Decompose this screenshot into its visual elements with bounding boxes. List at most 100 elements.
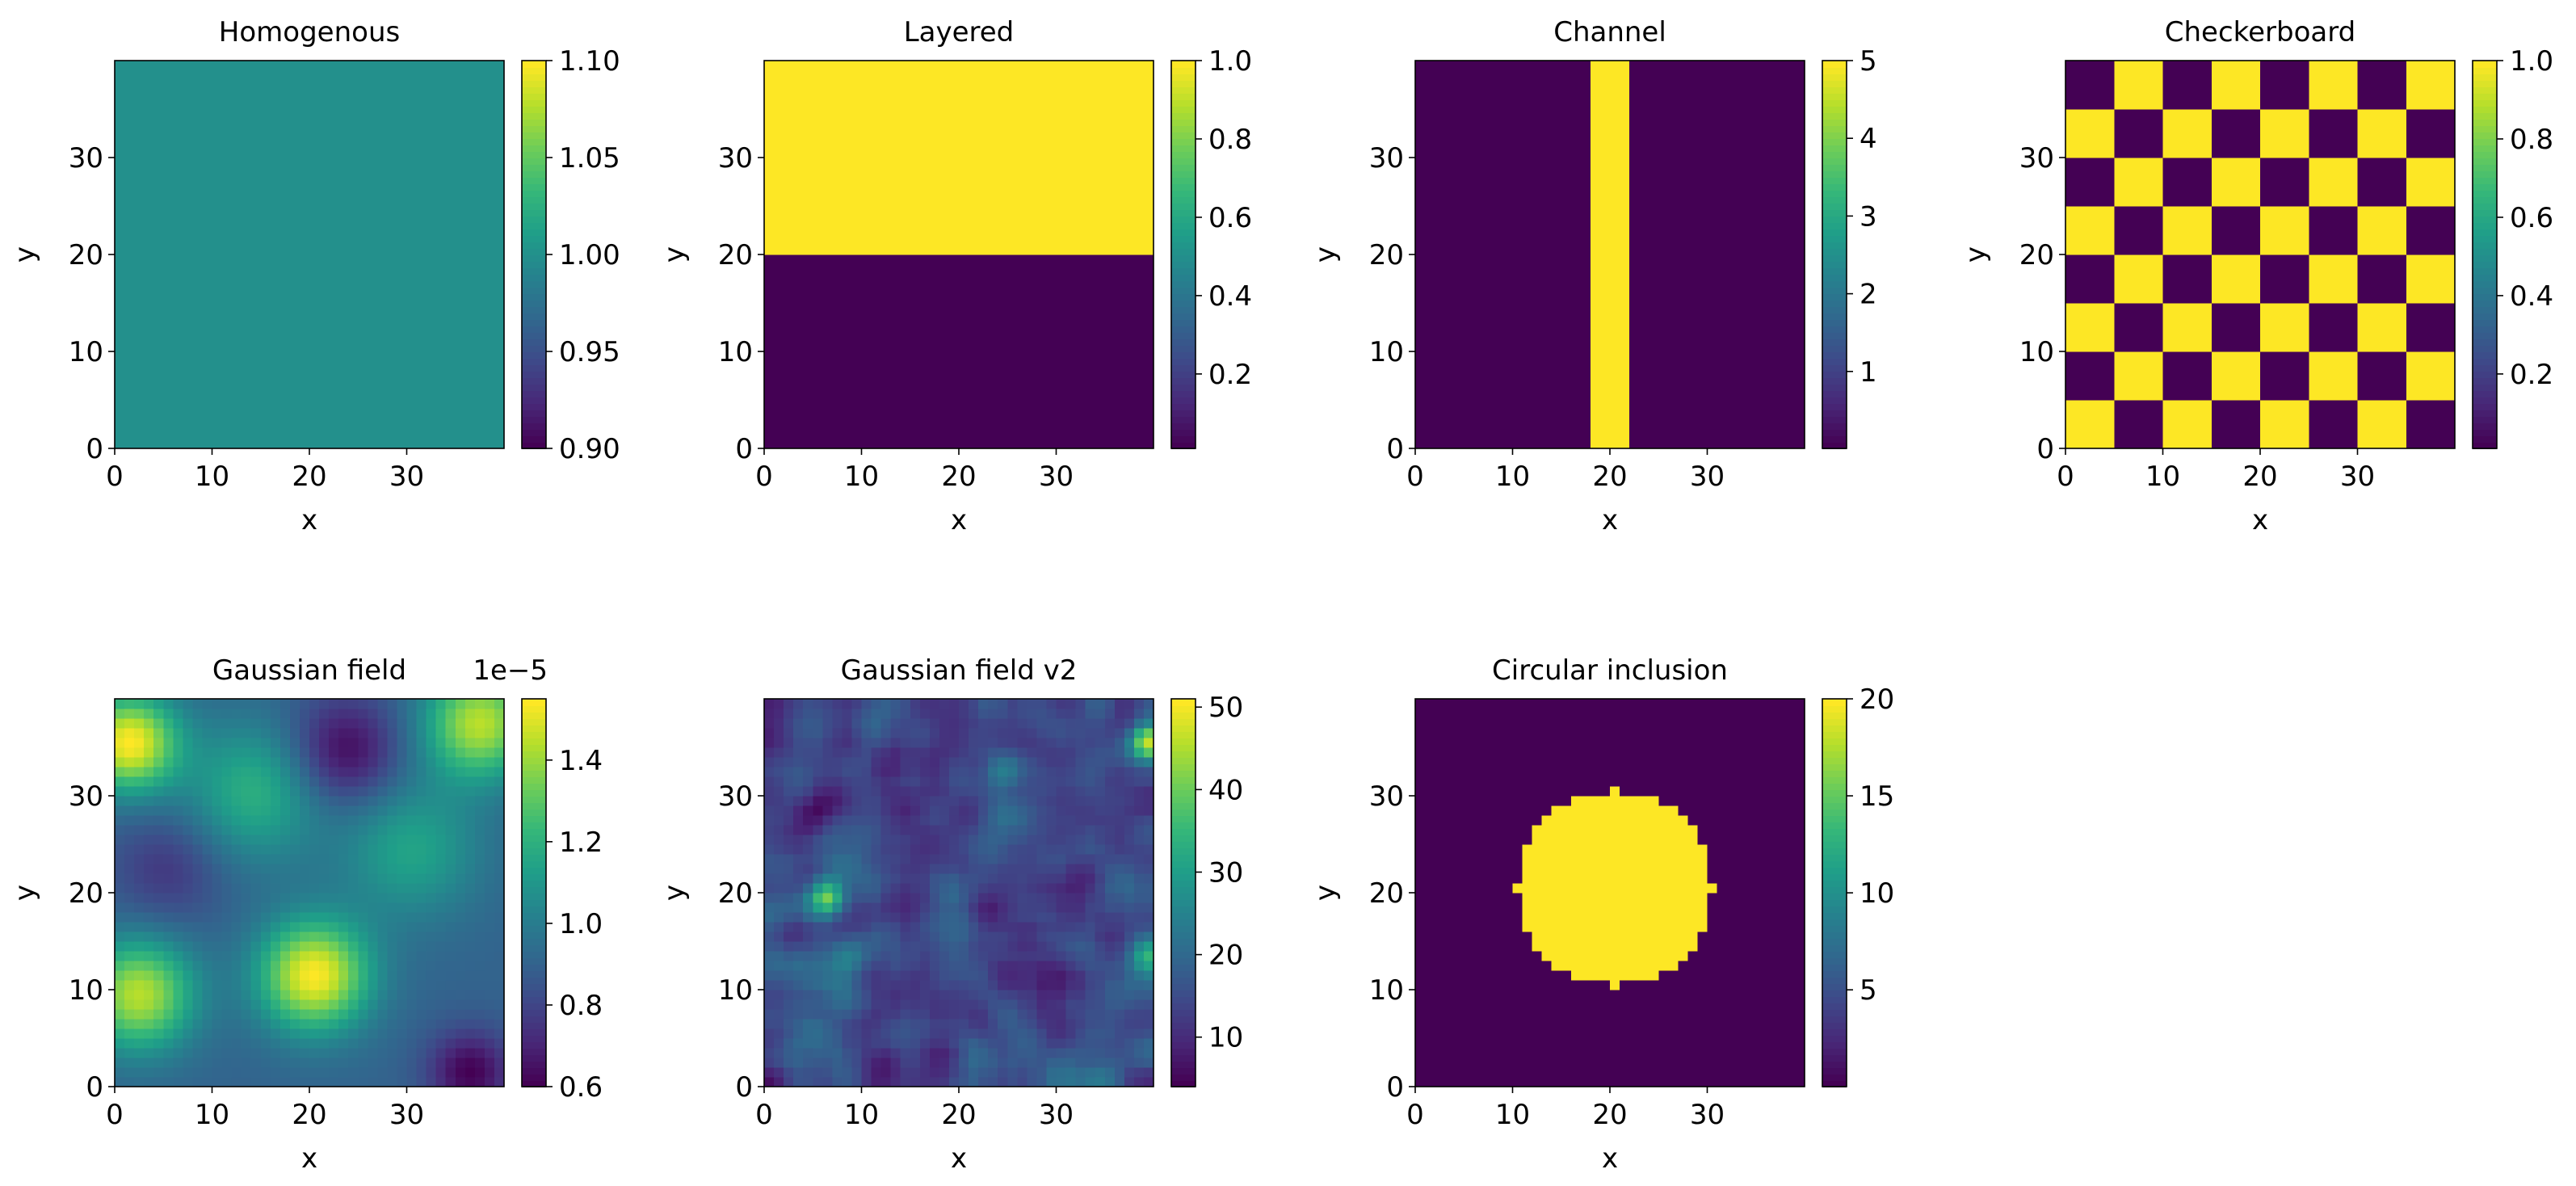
heatmap-cell (1726, 371, 1738, 381)
heatmap-cell (2328, 90, 2339, 100)
heatmap-cell (1143, 390, 1154, 401)
heatmap-cell (2338, 429, 2349, 439)
heatmap-cell (948, 158, 960, 168)
heatmap-cell (1007, 429, 1018, 439)
heatmap-cell (1085, 400, 1096, 410)
heatmap-cell (2309, 332, 2319, 343)
heatmap-cell (851, 342, 863, 352)
heatmap-cell (1104, 264, 1116, 275)
heatmap-cell (1541, 128, 1553, 139)
heatmap-cell (2153, 177, 2164, 187)
heatmap-cell (2309, 303, 2319, 313)
heatmap-cell (1435, 119, 1445, 129)
heatmap-cell (959, 138, 969, 149)
heatmap-cell (2357, 225, 2368, 236)
heatmap-cell (2172, 332, 2183, 343)
heatmap-cell (1707, 322, 1718, 333)
colorbar-segment (1171, 410, 1196, 417)
heatmap-cell (2280, 158, 2290, 168)
heatmap-cell (1697, 303, 1708, 313)
heatmap-cell (1746, 400, 1757, 410)
heatmap-cell (910, 177, 921, 187)
heatmap-cell (1027, 371, 1037, 381)
heatmap-cell (1415, 70, 1426, 81)
colorbar-segment (1822, 403, 1847, 410)
heatmap-cell (764, 390, 775, 401)
heatmap-cell (2338, 254, 2349, 265)
heatmap-cell (929, 400, 940, 410)
heatmap-cell (2162, 167, 2174, 178)
heatmap-cell (1629, 390, 1640, 401)
heatmap-cell (1717, 351, 1728, 362)
heatmap-cell (1065, 361, 1077, 372)
heatmap-cell (2201, 109, 2213, 120)
heatmap-cell (774, 332, 784, 343)
heatmap-cell (1075, 400, 1086, 410)
heatmap-cell (910, 303, 921, 313)
heatmap-cell (2328, 381, 2339, 391)
heatmap-cell (1056, 99, 1067, 110)
heatmap-cell (2435, 400, 2446, 410)
heatmap-cell (978, 264, 989, 275)
heatmap-cell (2124, 293, 2134, 304)
heatmap-cell (2435, 361, 2446, 372)
heatmap-cell (764, 128, 775, 139)
heatmap-cell (1425, 225, 1435, 236)
heatmap-cell (813, 61, 823, 71)
heatmap-cell (2211, 264, 2222, 275)
heatmap-cell (1639, 381, 1649, 391)
heatmap-cell (2396, 303, 2407, 313)
heatmap-cell (2357, 371, 2368, 381)
heatmap-cell (2065, 138, 2076, 149)
heatmap-cell (1649, 148, 1659, 158)
heatmap-cell (2230, 167, 2242, 178)
heatmap-cell (1124, 119, 1135, 129)
heatmap-cell (910, 235, 921, 246)
heatmap-cell (1027, 187, 1037, 197)
heatmap-cell (1502, 187, 1514, 197)
heatmap-cell (1502, 90, 1514, 100)
heatmap-cell (939, 390, 950, 401)
heatmap-cell (2328, 119, 2339, 129)
colorbar-tick-label: 5 (1860, 45, 1877, 78)
heatmap-cell (969, 293, 979, 304)
heatmap-cell (1502, 225, 1514, 236)
heatmap-cell (1541, 381, 1553, 391)
heatmap-cell (1075, 293, 1086, 304)
heatmap-cell (1007, 109, 1018, 120)
heatmap-cell (1493, 148, 1504, 158)
heatmap-cell (803, 293, 813, 304)
heatmap-cell (2444, 351, 2456, 362)
heatmap-cell (1726, 381, 1738, 391)
heatmap-cell (1775, 351, 1786, 362)
heatmap-cell (2338, 274, 2349, 284)
heatmap-cell (1532, 303, 1543, 313)
heatmap-cell (2435, 313, 2446, 323)
heatmap-cell (929, 342, 940, 352)
colorbar-segment (1822, 332, 1847, 339)
heatmap-cell (813, 303, 823, 313)
heatmap-cell (2367, 332, 2378, 343)
heatmap-cell (2240, 274, 2251, 284)
heatmap-cell (1541, 332, 1553, 343)
heatmap-cell (1649, 410, 1659, 420)
heatmap-cell (1726, 410, 1738, 420)
heatmap-cell (1541, 264, 1553, 275)
heatmap-cell (2211, 429, 2222, 439)
heatmap-cell (1717, 429, 1728, 439)
heatmap-cell (1620, 109, 1630, 120)
heatmap-cell (1590, 128, 1601, 139)
heatmap-cell (1133, 429, 1145, 439)
heatmap-cell (1454, 61, 1464, 71)
heatmap-cell (2143, 158, 2154, 168)
heatmap-cell (1746, 439, 1757, 449)
heatmap-cell (2201, 206, 2213, 217)
heatmap-cell (764, 187, 775, 197)
heatmap-cell (1502, 381, 1514, 391)
heatmap-cell (880, 381, 892, 391)
heatmap-cell (2230, 351, 2242, 362)
heatmap-cell (2386, 400, 2397, 410)
heatmap-cell (1736, 429, 1747, 439)
heatmap-cell (1784, 351, 1796, 362)
heatmap-cell (1502, 119, 1514, 129)
